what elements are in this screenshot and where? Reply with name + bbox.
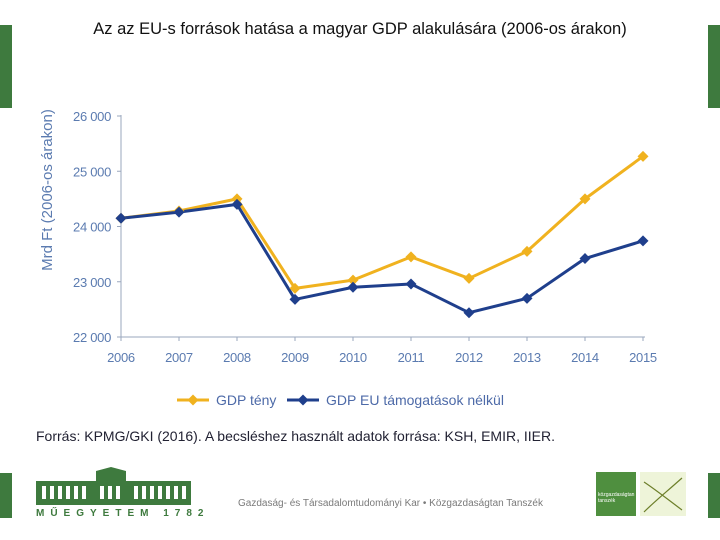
y-tick-label: 26 000 [73, 109, 111, 124]
series-2-point [347, 281, 359, 293]
x-tick-label: 2009 [281, 350, 309, 365]
legend-label-1: GDP tény [216, 392, 276, 408]
x-tick-label: 2007 [165, 350, 193, 365]
series-1-point [231, 193, 243, 205]
x-tick-label: 2012 [455, 350, 483, 365]
series-2-point [463, 307, 475, 319]
y-tick-label: 22 000 [73, 330, 111, 345]
slide-title: Az az EU-s források hatása a magyar GDP … [93, 20, 627, 38]
department-logo-text: közgazdaságtan tanszék [598, 492, 635, 504]
line-chart: Mrd Ft (2006-os árakon) 22 000 23 000 24 0… [39, 109, 657, 408]
department-emblem-icon [640, 472, 686, 516]
legend-marker-1 [187, 394, 199, 406]
x-tick-label: 2015 [629, 350, 657, 365]
series-1-point [637, 150, 649, 162]
series-1-point [405, 251, 417, 263]
series-2-point [405, 278, 417, 290]
series-line-1 [120, 155, 644, 290]
series-2-point [173, 206, 185, 218]
footer: MŰEGYETEM 1782 Gazdaság- és Társadalomtu… [0, 465, 720, 540]
legend-label-2: GDP EU támogatások nélkül [326, 392, 504, 408]
x-tick-label: 2010 [339, 350, 367, 365]
university-building-logo [36, 467, 191, 505]
right-accent-bar-top [708, 25, 720, 108]
y-tick-label: 23 000 [73, 275, 111, 290]
x-tick-label: 2006 [107, 350, 135, 365]
x-tick-label: 2011 [398, 350, 425, 365]
x-tick-label: 2013 [513, 350, 541, 365]
y-tick-label: 25 000 [73, 164, 111, 179]
series-2-point [521, 292, 533, 304]
y-tick-label: 24 000 [73, 220, 111, 235]
y-axis-label: Mrd Ft (2006-os árakon) [39, 109, 56, 271]
legend-marker-2 [297, 394, 309, 406]
right-accent-bar-bottom [708, 473, 720, 518]
left-accent-bar-top [0, 25, 12, 108]
series-2-point [231, 198, 243, 210]
series-1-point [347, 274, 359, 286]
series-2-point [637, 235, 649, 247]
footer-faculty-text: Gazdaság- és Társadalomtudományi Kar • K… [238, 498, 543, 509]
footer-logo-text: MŰEGYETEM 1782 [36, 508, 210, 519]
series-1-point [521, 245, 533, 257]
department-logo [596, 472, 636, 516]
x-tick-label: 2014 [571, 350, 599, 365]
series-1-point [579, 193, 591, 205]
series-1-point [289, 282, 301, 294]
left-accent-bar-bottom [0, 473, 12, 518]
series-2-point [289, 293, 301, 305]
series-1-point [463, 272, 475, 284]
source-note: Forrás: KPMG/GKI (2016). A becsléshez ha… [36, 428, 555, 444]
series-2-point [579, 253, 591, 265]
series-2-point [115, 212, 127, 224]
series-line-2 [120, 202, 644, 315]
x-tick-label: 2008 [223, 350, 251, 365]
